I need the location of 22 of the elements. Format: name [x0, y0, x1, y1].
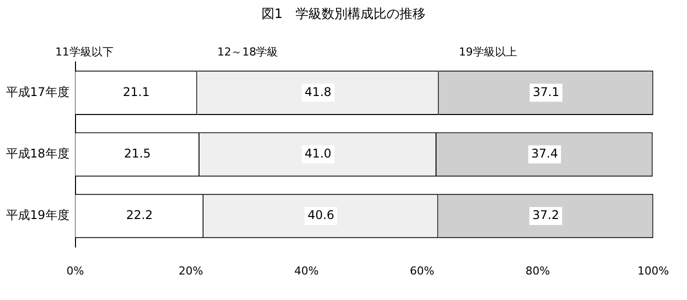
- series-label: 11学級以下: [55, 45, 114, 58]
- data-label: 21.1: [122, 84, 150, 99]
- data-label: 41.8: [304, 84, 332, 99]
- x-tick-label: 100%: [638, 264, 670, 278]
- y-tick-label: 平成19年度: [6, 208, 70, 222]
- chart-title: 図1 学級数別構成比の推移: [260, 6, 427, 24]
- x-tick-label: 20%: [178, 264, 204, 278]
- data-label: 37.2: [532, 208, 560, 222]
- data-label: 21.5: [124, 146, 151, 161]
- x-tick-label: 0%: [66, 264, 84, 278]
- y-tick-label: 平成17年度: [6, 84, 70, 99]
- x-tick-label: 80%: [525, 264, 550, 278]
- series-label: 12～18学級: [217, 45, 278, 58]
- data-label: 22.2: [126, 208, 153, 222]
- data-label: 41.0: [304, 146, 332, 161]
- data-label: 37.4: [531, 146, 558, 161]
- x-tick-label: 40%: [294, 264, 319, 278]
- data-label: 37.1: [532, 84, 560, 99]
- series-label: 19学級以上: [458, 45, 517, 58]
- x-tick-label: 60%: [410, 264, 434, 278]
- y-tick-label: 平成18年度: [6, 146, 70, 161]
- data-label: 40.6: [308, 208, 334, 222]
